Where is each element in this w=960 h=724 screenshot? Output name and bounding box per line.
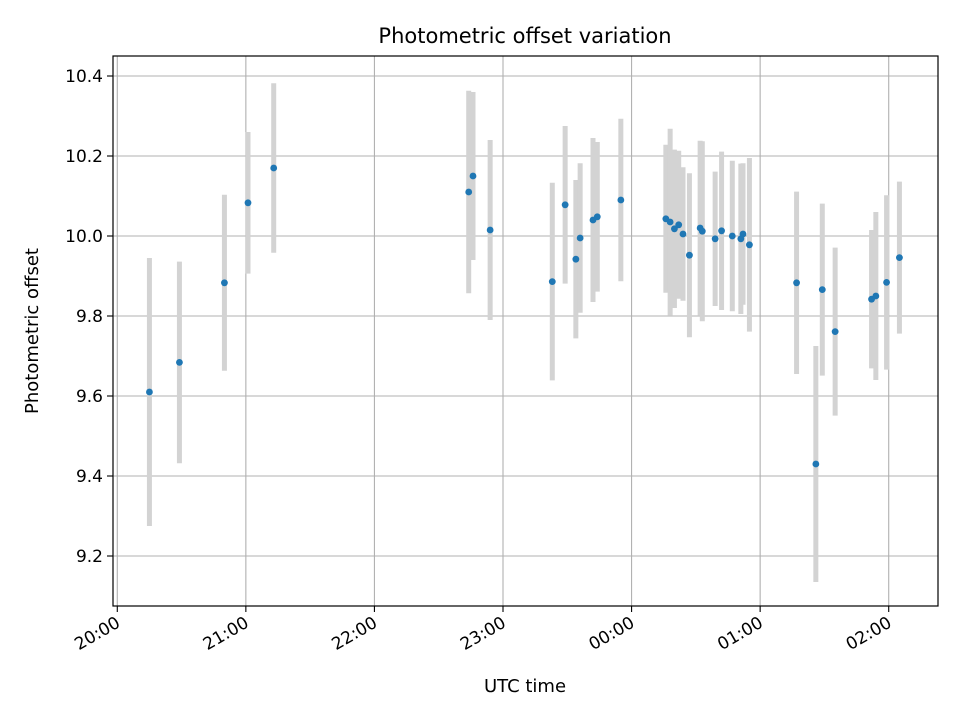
- data-point: [818, 286, 826, 293]
- data-point: [896, 254, 903, 261]
- data-point: [883, 279, 890, 286]
- data-point: [593, 213, 601, 221]
- data-point: [718, 227, 725, 235]
- data-point: [176, 359, 183, 366]
- data-point: [728, 232, 736, 240]
- data-point: [572, 255, 580, 263]
- y-tick-label: 10.2: [65, 147, 103, 167]
- data-point: [548, 278, 556, 285]
- data-point: [686, 251, 693, 259]
- data-point: [617, 196, 625, 204]
- chart-title: Photometric offset variation: [378, 24, 671, 48]
- data-points: [146, 164, 903, 468]
- y-tick-label: 9.2: [76, 547, 103, 567]
- y-axis-ticks: 9.2 9.4 9.6 9.8 10.0 10.2 10.4: [65, 67, 113, 567]
- y-axis-label: Photometric offset: [22, 248, 43, 414]
- data-point: [675, 221, 683, 229]
- data-point: [812, 460, 820, 468]
- data-point: [146, 388, 153, 396]
- data-point: [739, 230, 747, 238]
- x-axis-label: UTC time: [484, 676, 566, 697]
- y-tick-label: 10.0: [65, 227, 103, 247]
- data-point: [679, 230, 687, 238]
- y-tick-label: 9.8: [76, 307, 103, 327]
- data-point: [872, 292, 880, 300]
- data-point: [793, 279, 800, 287]
- y-tick-label: 10.4: [65, 67, 103, 87]
- data-point: [831, 328, 839, 335]
- plot-frame: [112, 55, 939, 607]
- grid-lines: [113, 56, 938, 606]
- y-tick-label: 9.4: [76, 467, 103, 487]
- data-point: [698, 227, 706, 235]
- data-point: [671, 225, 678, 233]
- data-point: [711, 235, 719, 243]
- data-point: [465, 188, 473, 196]
- data-point: [576, 234, 584, 242]
- data-point: [244, 199, 252, 207]
- data-point: [746, 241, 753, 249]
- data-point: [270, 164, 278, 172]
- y-tick-label: 9.6: [76, 387, 103, 407]
- data-point: [666, 218, 674, 226]
- data-point: [561, 201, 569, 209]
- data-point: [486, 226, 494, 234]
- data-point: [221, 279, 228, 287]
- data-point: [469, 172, 477, 180]
